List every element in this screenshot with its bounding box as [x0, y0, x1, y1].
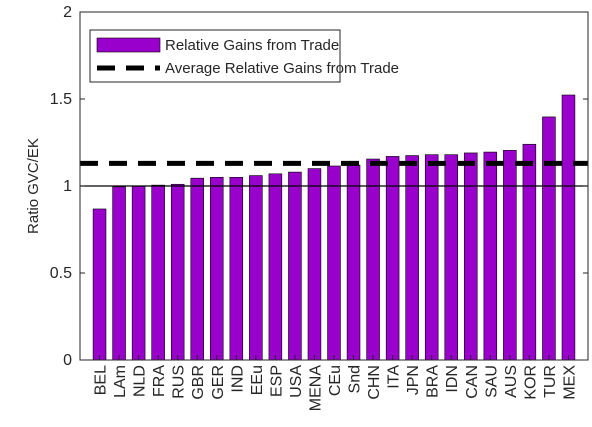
bar — [366, 158, 380, 361]
bar — [346, 164, 361, 361]
x-tick-label: USA — [288, 365, 305, 398]
bar — [249, 175, 263, 361]
bar — [288, 171, 302, 361]
x-tick-label: CAN — [464, 365, 481, 399]
x-tick-label: GER — [210, 365, 227, 400]
x-tick-label: BEL — [93, 365, 110, 395]
bar — [190, 177, 204, 361]
x-tick-label: Snd — [347, 365, 364, 393]
bar — [170, 183, 185, 361]
y-tick-label: 0 — [63, 352, 72, 369]
bar — [385, 156, 400, 361]
x-tick-label: LAm — [112, 365, 129, 398]
x-tick-label: CEu — [327, 365, 344, 396]
x-tick-label: MENA — [307, 365, 324, 412]
bar — [112, 186, 126, 361]
x-tick-label: KOR — [522, 365, 539, 400]
y-axis-label: Ratio GVC/EK — [25, 138, 42, 234]
bar — [307, 168, 322, 361]
bar — [542, 116, 556, 361]
bar — [327, 165, 341, 361]
y-tick-label: 1.5 — [50, 91, 72, 108]
bar — [229, 177, 244, 361]
x-tick-label: BRA — [425, 365, 442, 398]
x-tick-label: SAU — [483, 365, 500, 398]
x-tick-label: GBR — [190, 365, 207, 400]
legend-swatch — [96, 37, 161, 53]
x-tick-label: JPN — [405, 365, 422, 395]
x-tick-label: IND — [229, 365, 246, 393]
bar — [131, 186, 146, 361]
x-tick-label: IDN — [444, 365, 461, 393]
bar — [92, 208, 107, 361]
x-tick-label: RUS — [171, 365, 188, 399]
x-tick-label: ITA — [386, 365, 403, 389]
x-tick-label: EEu — [249, 365, 266, 395]
y-tick-label: 1 — [63, 178, 72, 195]
x-tick-label: AUS — [503, 365, 520, 398]
x-tick-label: NLD — [132, 365, 149, 397]
bar — [464, 152, 478, 361]
y-tick-label: 0.5 — [50, 265, 72, 282]
bar — [268, 173, 283, 361]
bar — [483, 151, 498, 361]
bar — [210, 177, 224, 361]
legend-label: Average Relative Gains from Trade — [165, 60, 399, 77]
x-tick-label: FRA — [151, 365, 168, 397]
legend-label: Relative Gains from Trade — [165, 37, 339, 54]
x-tick-label: TUR — [542, 365, 559, 398]
bar — [522, 143, 537, 361]
y-tick-label: 2 — [63, 4, 72, 21]
bar — [151, 184, 165, 361]
bar — [503, 150, 517, 361]
bar — [561, 94, 576, 361]
x-tick-label: CHN — [366, 365, 383, 400]
x-tick-label: ESP — [268, 365, 285, 397]
x-tick-label: MEX — [561, 365, 578, 400]
